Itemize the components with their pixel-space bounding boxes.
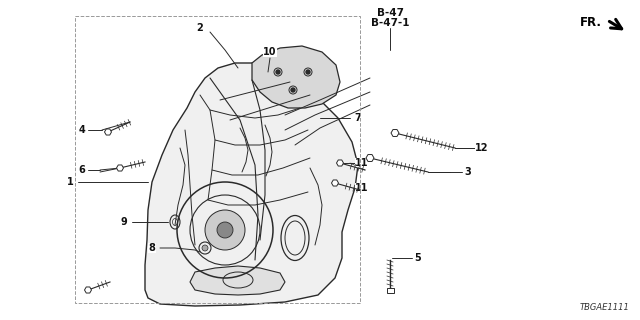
Text: 8: 8: [148, 243, 156, 253]
Text: 4: 4: [79, 125, 85, 135]
Text: 11: 11: [355, 158, 369, 168]
Polygon shape: [252, 46, 340, 108]
Circle shape: [306, 70, 310, 74]
Polygon shape: [337, 160, 344, 166]
Text: 7: 7: [355, 113, 362, 123]
Polygon shape: [366, 155, 374, 162]
Polygon shape: [190, 266, 285, 295]
Text: 2: 2: [196, 23, 204, 33]
Text: 3: 3: [465, 167, 472, 177]
Text: B-47: B-47: [376, 8, 403, 18]
Circle shape: [205, 210, 245, 250]
Polygon shape: [116, 165, 124, 171]
Text: TBGAE1111: TBGAE1111: [580, 303, 630, 312]
Text: 6: 6: [79, 165, 85, 175]
Polygon shape: [84, 287, 92, 293]
Text: 9: 9: [120, 217, 127, 227]
Circle shape: [202, 245, 208, 251]
Text: 5: 5: [415, 253, 421, 263]
Text: B-47-1: B-47-1: [371, 18, 409, 28]
Text: 11: 11: [355, 183, 369, 193]
Circle shape: [217, 222, 233, 238]
Circle shape: [276, 70, 280, 74]
Text: 10: 10: [263, 47, 276, 57]
Text: FR.: FR.: [580, 15, 602, 28]
Text: 1: 1: [67, 177, 74, 187]
Bar: [75, 16, 360, 303]
Polygon shape: [145, 63, 358, 306]
Circle shape: [291, 88, 295, 92]
Text: 12: 12: [476, 143, 489, 153]
Polygon shape: [391, 130, 399, 136]
Bar: [387, 288, 394, 293]
Polygon shape: [104, 129, 111, 135]
Polygon shape: [332, 180, 339, 186]
